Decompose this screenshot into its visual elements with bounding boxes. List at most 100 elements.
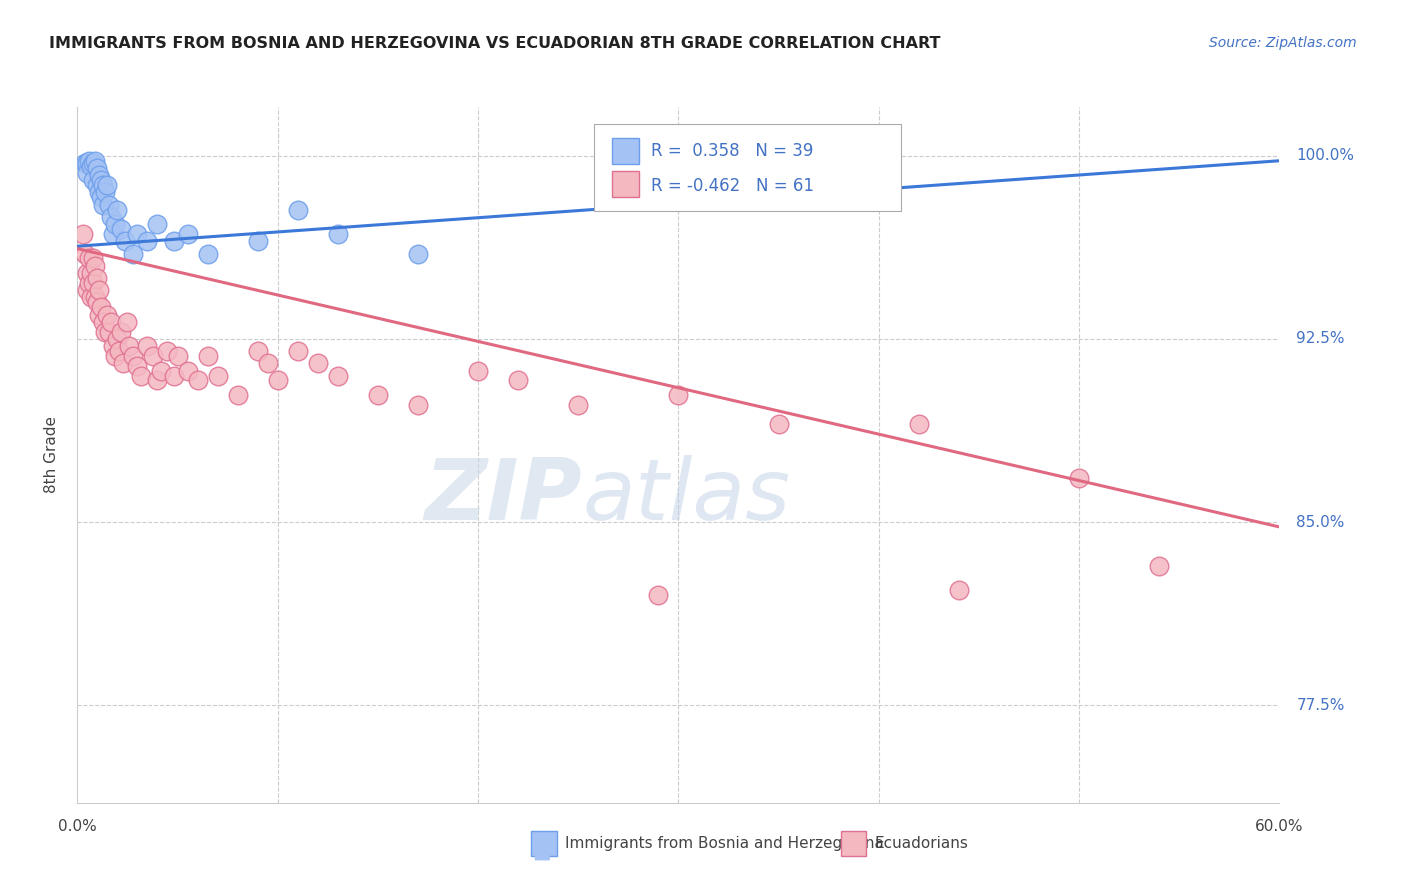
Point (162, 368, 184, 383)
Point (110, 222, 132, 236)
Text: Ecuadorians: Ecuadorians (875, 837, 969, 851)
Point (267, 374, 290, 388)
Point (127, 227, 149, 241)
Text: R = -0.462   N = 61: R = -0.462 N = 61 (651, 177, 814, 194)
Point (1149, 559, 1171, 574)
Point (118, 339, 141, 353)
Point (76, 156, 98, 170)
Y-axis label: 8th Grade: 8th Grade (44, 417, 59, 493)
FancyBboxPatch shape (595, 124, 901, 211)
Point (84, 290, 107, 304)
Point (89, 283, 111, 297)
Point (112, 356, 135, 370)
Point (98, 325, 121, 339)
Text: IMMIGRANTS FROM BOSNIA AND HERZEGOVINA VS ECUADORIAN 8TH GRADE CORRELATION CHART: IMMIGRANTS FROM BOSNIA AND HERZEGOVINA V… (49, 36, 941, 51)
Point (176, 227, 198, 241)
Point (948, 583, 970, 598)
Text: Source: ZipAtlas.com: Source: ZipAtlas.com (1209, 36, 1357, 50)
Point (82, 156, 104, 170)
Point (256, 356, 278, 370)
Text: atlas: atlas (582, 455, 790, 538)
Point (367, 388, 389, 402)
Point (908, 417, 931, 432)
Point (142, 349, 165, 363)
Text: R =  0.358   N = 39: R = 0.358 N = 39 (651, 142, 813, 160)
Point (326, 227, 349, 241)
Point (89, 169, 111, 183)
Point (79, 153, 101, 168)
Point (103, 227, 125, 241)
Point (150, 364, 173, 378)
Point (107, 202, 129, 217)
Point (86, 161, 108, 175)
Point (89, 308, 111, 322)
Point (89, 186, 111, 200)
FancyBboxPatch shape (612, 171, 638, 197)
Point (90, 173, 112, 187)
Point (748, 178, 770, 193)
Text: ZIP: ZIP (425, 455, 582, 538)
Point (828, 173, 851, 187)
Text: ▪: ▪ (531, 838, 551, 866)
Point (90, 190, 112, 204)
Point (107, 332, 129, 346)
Text: 60.0%: 60.0% (1256, 819, 1303, 834)
Point (122, 246, 145, 260)
Text: 0.0%: 0.0% (58, 819, 97, 834)
Point (82, 276, 104, 290)
Point (93, 178, 115, 193)
Point (75, 246, 97, 260)
Point (76, 166, 98, 180)
Point (117, 315, 139, 329)
Point (567, 398, 589, 412)
Point (76, 283, 98, 297)
Point (146, 217, 169, 231)
Point (176, 364, 198, 378)
Point (100, 315, 122, 329)
Point (80, 290, 103, 304)
Text: Immigrants from Bosnia and Herzegovina: Immigrants from Bosnia and Herzegovina (565, 837, 884, 851)
Point (110, 325, 132, 339)
Point (146, 374, 169, 388)
Point (76, 266, 98, 280)
Point (131, 368, 153, 383)
Point (787, 169, 810, 183)
FancyBboxPatch shape (841, 831, 866, 856)
Point (80, 266, 103, 280)
Point (86, 271, 108, 285)
Point (84, 259, 107, 273)
Text: 100.0%: 100.0% (1296, 148, 1354, 163)
Point (647, 588, 669, 602)
Text: 77.5%: 77.5% (1296, 698, 1344, 713)
Point (136, 339, 159, 353)
Point (136, 235, 159, 249)
Text: 92.5%: 92.5% (1296, 332, 1344, 346)
Point (114, 235, 136, 249)
Point (108, 344, 131, 359)
Point (98, 197, 121, 211)
Point (197, 246, 219, 260)
Point (127, 359, 149, 373)
Point (246, 235, 269, 249)
Point (406, 246, 429, 260)
Point (307, 356, 329, 370)
Point (90, 300, 112, 314)
Point (104, 217, 127, 231)
Point (162, 235, 184, 249)
Point (186, 374, 209, 388)
Point (84, 153, 107, 168)
Point (82, 173, 104, 187)
Point (287, 202, 309, 217)
Point (166, 349, 188, 363)
Text: 85.0%: 85.0% (1296, 515, 1344, 530)
Point (93, 315, 115, 329)
Point (207, 368, 229, 383)
Point (94, 186, 117, 200)
Point (86, 178, 108, 193)
Point (100, 210, 122, 224)
FancyBboxPatch shape (612, 137, 638, 164)
Point (287, 344, 309, 359)
Point (1069, 471, 1091, 485)
Point (406, 398, 429, 412)
Point (246, 344, 269, 359)
